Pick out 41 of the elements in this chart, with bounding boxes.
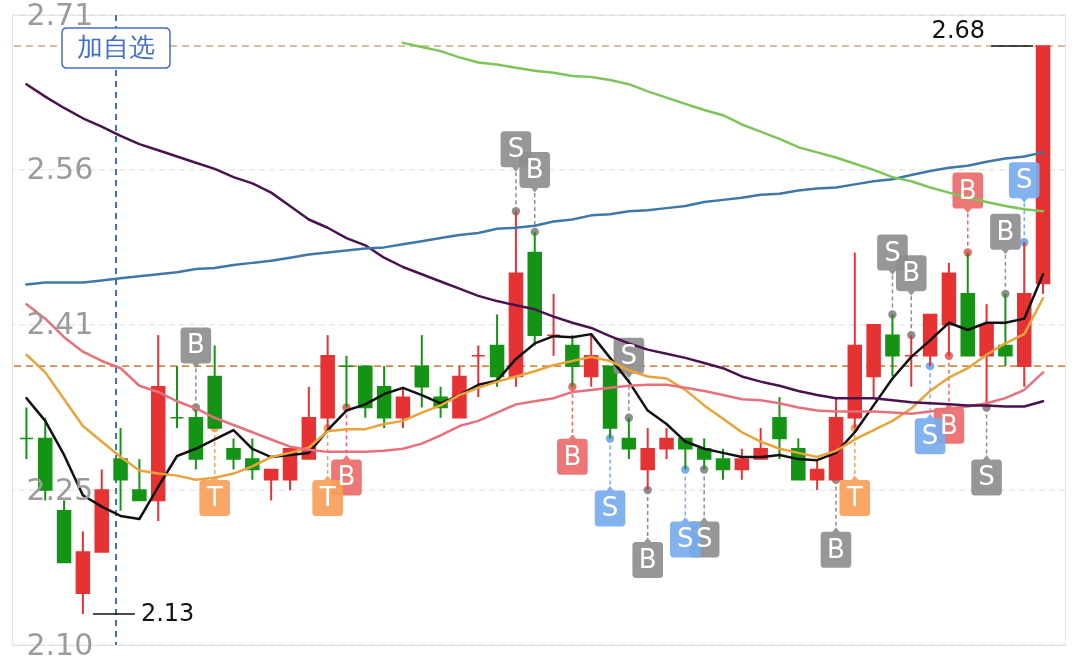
data-label: B: [996, 215, 1015, 246]
data-label: B: [638, 544, 657, 575]
y-tick-label: 2.10: [26, 626, 94, 660]
data-label: S: [921, 420, 939, 451]
data-label: B: [958, 174, 977, 205]
candlestick: [132, 458, 147, 502]
data-label: S: [1015, 164, 1033, 195]
candlestick: [19, 406, 34, 461]
data-label: B: [902, 257, 921, 288]
data-label: B: [827, 533, 845, 564]
data-label: S: [620, 339, 638, 370]
candlestick: [659, 427, 674, 461]
data-label: T: [318, 482, 336, 513]
data-label: T: [845, 482, 863, 513]
annotation: 加自选: [77, 32, 155, 62]
annotation: 2.13: [140, 599, 195, 628]
data-label: B: [186, 329, 205, 360]
candlestick: [113, 427, 128, 512]
candlestick: [772, 396, 787, 461]
data-label: B: [337, 461, 356, 492]
data-label: B: [525, 153, 544, 184]
y-tick-label: 2.71: [26, 0, 94, 32]
data-label: S: [884, 236, 901, 267]
candlestick: [226, 437, 241, 471]
candlestick: [263, 468, 279, 502]
line-series: [401, 41, 1045, 213]
data-label: S: [978, 461, 995, 492]
data-label: S: [601, 492, 619, 523]
y-tick-label: 2.56: [26, 151, 94, 187]
data-label: B: [563, 440, 582, 471]
data-label: S: [507, 133, 525, 164]
annotation: 2.68: [931, 15, 986, 44]
data-label: T: [205, 482, 223, 513]
candlestick: [809, 458, 825, 492]
data-label: S: [677, 523, 694, 554]
candlestick: [169, 365, 185, 430]
candlestick: [734, 447, 750, 481]
candlestick: [546, 292, 561, 357]
candlestick: [471, 344, 486, 399]
candlestick: [414, 334, 430, 409]
candlestick: [715, 447, 731, 481]
